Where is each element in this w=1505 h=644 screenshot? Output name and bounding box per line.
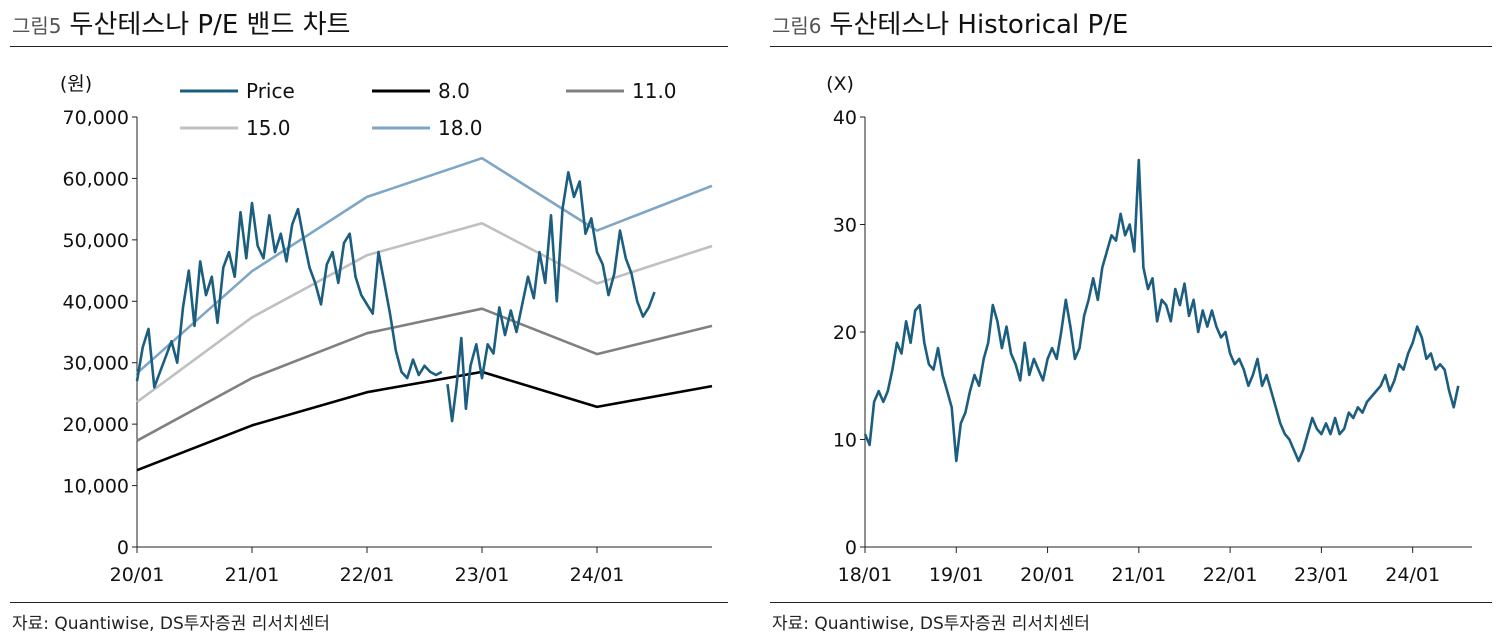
- y-tick-label: 0: [845, 537, 857, 559]
- y-tick-label: 30,000: [63, 353, 129, 375]
- figure-6-source: 자료: Quantiwise, DS투자증권 리서치센터: [772, 614, 1090, 634]
- x-tick-label: 23/01: [1294, 564, 1349, 586]
- figure-6-number: 그림6: [772, 14, 822, 38]
- y-unit-label: (원): [60, 73, 92, 95]
- figure-5-bottom-rule: [10, 602, 728, 603]
- legend-label-pe-8-0: 8.0: [438, 79, 470, 103]
- y-tick-label: 20: [833, 322, 857, 344]
- x-tick-label: 24/01: [1385, 564, 1440, 586]
- x-tick-label: 20/01: [110, 564, 165, 586]
- figure-5-title: 두산테스나 P/E 밴드 차트: [69, 10, 351, 40]
- figure-5-panel: 그림5 두산테스나 P/E 밴드 차트 0 10,000 20,000 30,000 40…: [0, 0, 740, 644]
- series-line-price-segment-2: [446, 171, 656, 423]
- x-tick-label: 21/01: [225, 564, 280, 586]
- y-tick-label: 30: [833, 215, 857, 237]
- x-tick-label: 24/01: [570, 564, 625, 586]
- legend-label-pe-18-0: 18.0: [438, 116, 483, 140]
- series-line-pe-11-0: [136, 307, 713, 442]
- legend-label-pe-15-0: 15.0: [246, 116, 291, 140]
- figure-6-header: 그림6 두산테스나 Historical P/E: [772, 4, 1128, 41]
- y-tick-label: 60,000: [63, 168, 129, 190]
- figure-5-top-rule: [10, 46, 728, 47]
- y-tick-label: 10: [833, 430, 857, 452]
- x-tick-label: 22/01: [340, 564, 395, 586]
- x-tick-label: 23/01: [455, 564, 510, 586]
- series-line-historical-pe: [863, 158, 1460, 463]
- y-tick-label: 70,000: [63, 107, 129, 129]
- y-tick-label: 40: [833, 107, 857, 129]
- figure-5-number: 그림5: [12, 14, 62, 38]
- y-unit-label: (X): [826, 73, 854, 95]
- series-line-pe-8-0: [136, 370, 713, 472]
- legend-label-price: Price: [246, 79, 295, 103]
- y-tick-label: 50,000: [63, 230, 129, 252]
- x-tick-label: 18/01: [838, 564, 893, 586]
- figure-5-source: 자료: Quantiwise, DS투자증권 리서치센터: [12, 614, 330, 634]
- y-tick-label: 10,000: [63, 476, 129, 498]
- figure-6-bottom-rule: [770, 602, 1492, 603]
- x-tick-label: 20/01: [1020, 564, 1075, 586]
- series-line-price-segment-1: [135, 201, 443, 389]
- figure-6-title: 두산테스나 Historical P/E: [829, 10, 1129, 40]
- y-tick-label: 0: [117, 537, 129, 559]
- historical-pe-chart: 0 10 20 30 40 18/01 19/01 20/01 21/01 22/01 23/01 2…: [826, 73, 1472, 586]
- legend-label-pe-11-0: 11.0: [632, 79, 677, 103]
- y-tick-label: 40,000: [63, 291, 129, 313]
- x-tick-label: 21/01: [1111, 564, 1166, 586]
- series-line-pe-15-0: [136, 222, 713, 404]
- pe-band-chart: 0 10,000 20,000 30,000 40,000 50,000 60,000 70,…: [60, 73, 713, 586]
- series-line-pe-18-0: [136, 156, 713, 375]
- y-tick-label: 20,000: [63, 414, 129, 436]
- x-tick-label: 19/01: [929, 564, 984, 586]
- figure-5-header: 그림5 두산테스나 P/E 밴드 차트: [12, 4, 350, 41]
- figure-6-panel: 그림6 두산테스나 Historical P/E 0 10 20 30 40 18/01 19…: [760, 0, 1505, 644]
- figure-6-top-rule: [770, 46, 1492, 47]
- x-tick-label: 22/01: [1203, 564, 1258, 586]
